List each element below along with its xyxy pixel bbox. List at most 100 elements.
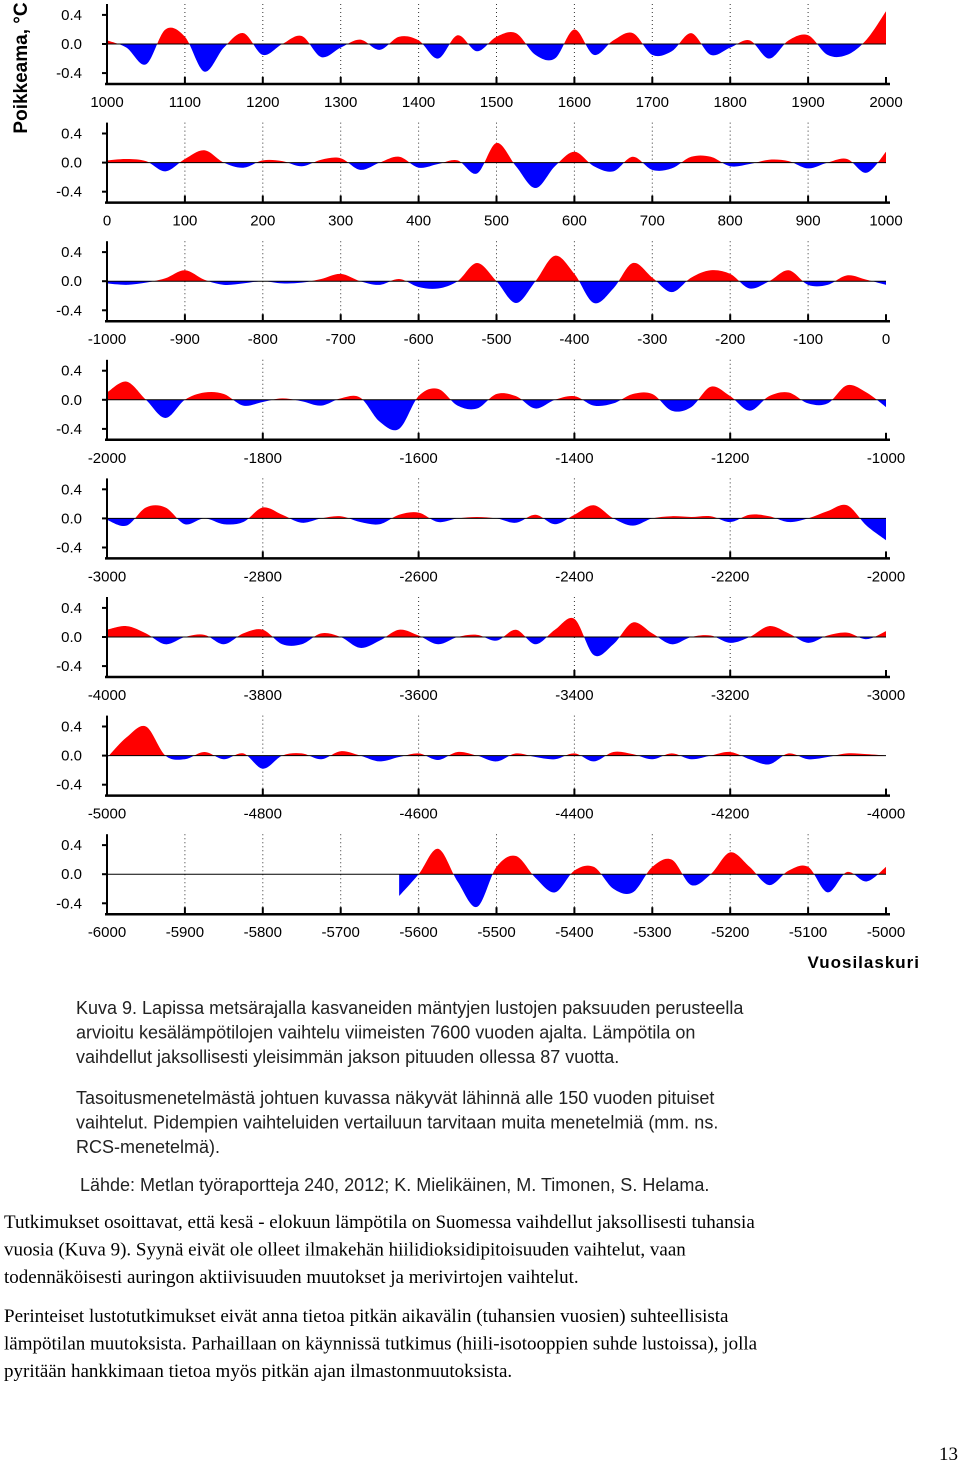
area-above (153, 255, 873, 282)
body-line: Perinteiset lustotutkimukset eivät anna … (4, 1306, 729, 1327)
x-tick-label: -5000 (867, 924, 905, 941)
caption-source: Lähde: Metlan työraportteja 240, 2012; K… (80, 1175, 709, 1195)
body-line: pyritään hankkimaan tietoa myös pitkän a… (4, 1361, 512, 1382)
x-tick-label: 400 (406, 213, 431, 230)
y-tick-label: 0.4 (61, 244, 82, 261)
x-tick-label: -5500 (477, 924, 515, 941)
x-tick-label: -5800 (244, 924, 282, 941)
x-tick-label: -2000 (867, 568, 905, 585)
caption-note: vaihtelut. Pidempien vaihteluiden vertai… (76, 1113, 718, 1133)
x-tick-label: -4400 (555, 806, 593, 823)
x-tick-label: 800 (718, 213, 743, 230)
x-tick-label: -1400 (555, 450, 593, 467)
area-above (399, 848, 886, 875)
x-tick-label: -5700 (322, 924, 360, 941)
x-tick-label: -4000 (867, 806, 905, 823)
x-tick-label: 1100 (169, 94, 201, 111)
y-tick-label: 0.0 (61, 155, 82, 172)
y-tick-label: 0.0 (61, 36, 82, 53)
x-tick-label: -1000 (867, 450, 905, 467)
y-tick-label: -0.4 (56, 895, 82, 912)
area-below (149, 162, 878, 189)
x-tick-label: -4200 (711, 806, 749, 823)
x-tick-label: -1000 (88, 331, 126, 348)
y-axis-title: Poikkeama, °C (11, 2, 32, 133)
caption-note: RCS-menetelmä). (76, 1137, 220, 1157)
y-tick-label: -0.4 (56, 302, 82, 319)
caption-line: vaihdellut jaksollisesti yleisimmän jaks… (76, 1047, 619, 1067)
x-tick-label: -5900 (166, 924, 204, 941)
x-tick-label: -4600 (399, 806, 437, 823)
y-tick-label: -0.4 (56, 539, 82, 556)
x-tick-label: 200 (250, 213, 275, 230)
y-tick-label: 0.0 (61, 866, 82, 883)
page-number: 13 (939, 1444, 958, 1465)
x-tick-label: -2000 (88, 450, 126, 467)
x-tick-label: -1200 (711, 450, 749, 467)
caption-line: arvioitu kesälämpötilojen vaihtelu viime… (76, 1023, 695, 1043)
x-tick-label: -3000 (88, 568, 126, 585)
body-line: vuosia (Kuva 9). Syynä eivät ole olleet … (4, 1240, 686, 1261)
area-below (107, 755, 886, 769)
x-tick-label: -100 (793, 331, 823, 348)
x-tick-label: -900 (170, 331, 200, 348)
y-tick-label: -0.4 (56, 777, 82, 794)
x-tick-label: -4800 (244, 806, 282, 823)
y-tick-label: 0.4 (61, 126, 82, 143)
x-tick-label: -4000 (88, 687, 126, 704)
y-tick-label: 0.0 (61, 629, 82, 646)
caption-line: Kuva 9. Lapissa metsärajalla kasvaneiden… (76, 998, 744, 1018)
x-tick-label: -200 (715, 331, 745, 348)
area-below (107, 518, 886, 541)
x-tick-label: -2200 (711, 568, 749, 585)
x-tick-label: -3600 (399, 687, 437, 704)
body-line: lämpötilan muutoksista. Parhaillaan on k… (4, 1334, 758, 1355)
x-tick-label: -3800 (244, 687, 282, 704)
area-above (107, 381, 877, 400)
x-tick-label: 0 (882, 331, 890, 348)
x-tick-label: 900 (796, 213, 821, 230)
x-tick-label: -2600 (399, 568, 437, 585)
x-tick-label: -300 (637, 331, 667, 348)
x-tick-label: 1400 (402, 94, 435, 111)
x-tick-label: -400 (559, 331, 589, 348)
x-tick-label: -6000 (88, 924, 126, 941)
y-tick-label: -0.4 (56, 184, 82, 201)
y-tick-label: 0.0 (61, 748, 82, 765)
x-tick-label: -2400 (555, 568, 593, 585)
x-tick-label: -3000 (867, 687, 905, 704)
x-tick-label: 1000 (90, 94, 123, 111)
x-tick-label: -5400 (555, 924, 593, 941)
y-tick-label: 0.4 (61, 7, 82, 24)
x-tick-label: -1800 (244, 450, 282, 467)
x-tick-label: 100 (172, 213, 197, 230)
y-tick-label: 0.4 (61, 600, 82, 617)
x-tick-label: 1700 (636, 94, 669, 111)
x-tick-label: -5600 (399, 924, 437, 941)
y-tick-label: 0.0 (61, 510, 82, 527)
x-tick-label: 700 (640, 213, 665, 230)
y-tick-label: 0.0 (61, 392, 82, 409)
x-tick-label: -500 (481, 331, 511, 348)
y-tick-label: 0.4 (61, 719, 82, 736)
y-tick-label: -0.4 (56, 421, 82, 438)
y-tick-label: 0.0 (61, 273, 82, 290)
body-line: todennäköisesti auringon aktiivisuuden m… (4, 1267, 579, 1288)
area-below (107, 281, 886, 304)
x-tick-label: -700 (326, 331, 356, 348)
area-below (107, 399, 886, 431)
caption-note: Tasoitusmenetelmästä johtuen kuvassa näk… (76, 1088, 714, 1108)
x-tick-label: -1600 (399, 450, 437, 467)
x-tick-label: 1800 (714, 94, 747, 111)
x-tick-label: 500 (484, 213, 509, 230)
area-below (107, 637, 886, 657)
x-axis-title: Vuosilaskuri (808, 953, 920, 972)
x-tick-label: -5300 (633, 924, 671, 941)
y-tick-label: -0.4 (56, 658, 82, 675)
x-tick-label: -800 (248, 331, 278, 348)
x-tick-label: -600 (404, 331, 434, 348)
x-tick-label: -5000 (88, 806, 126, 823)
area-above (107, 142, 886, 163)
area-above (107, 11, 886, 44)
